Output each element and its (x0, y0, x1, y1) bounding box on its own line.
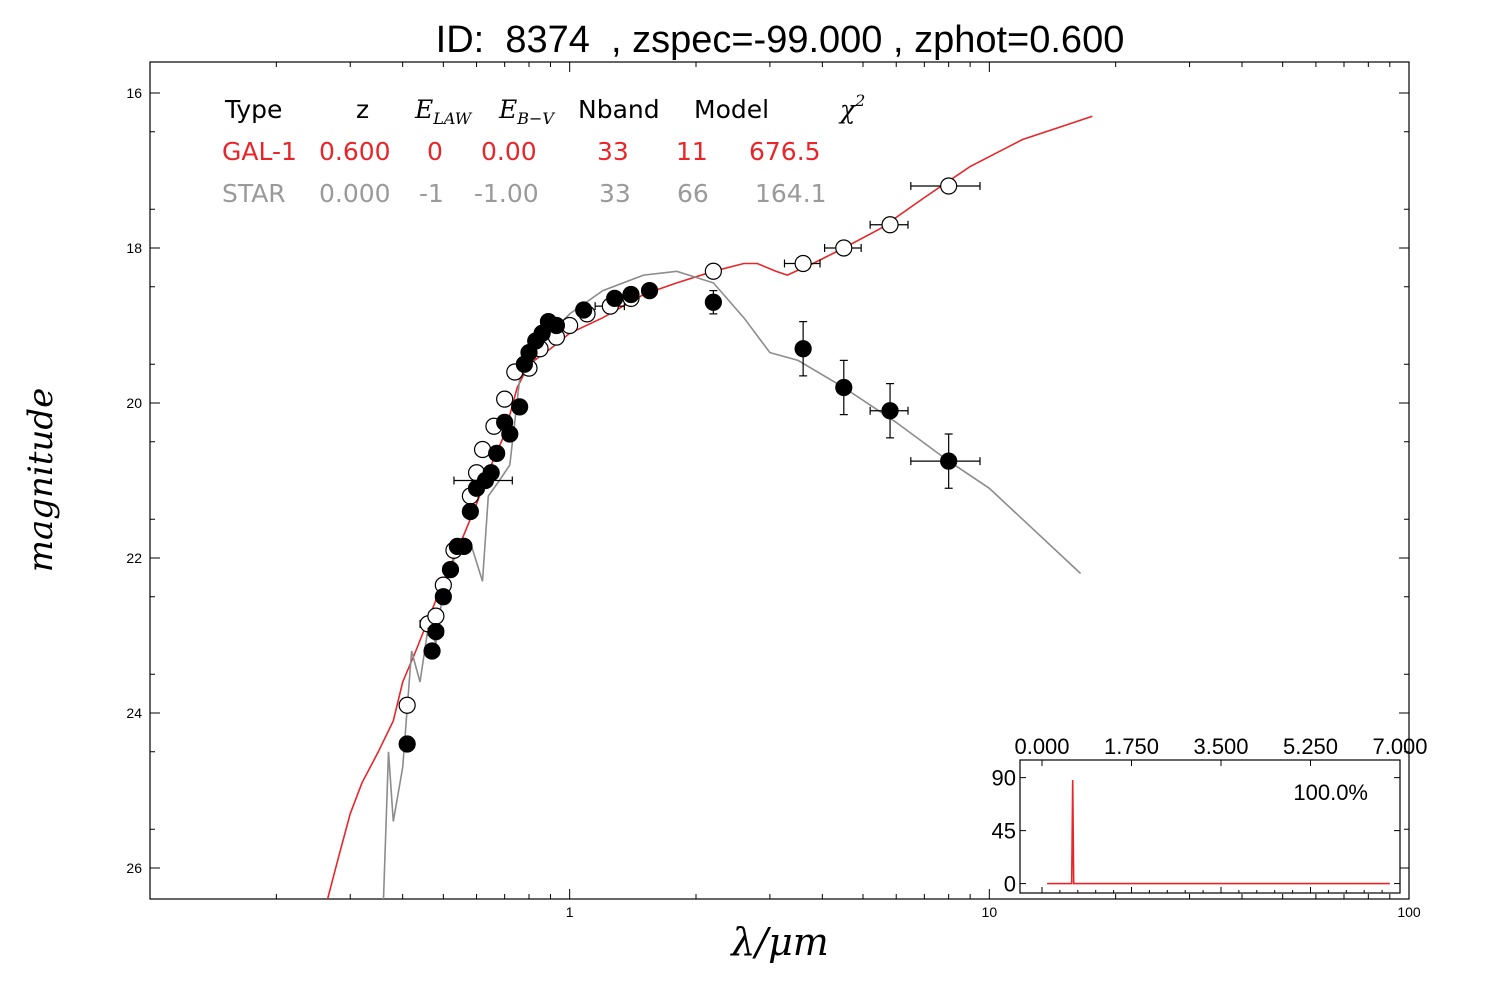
model-point (835, 239, 853, 257)
star-model: 66 (677, 179, 709, 208)
header-nband: Nband (578, 95, 660, 124)
model-curve-star (382, 270, 1082, 900)
y-tick-label: 22 (126, 550, 142, 566)
star-chi2: 164.1 (755, 179, 827, 208)
header-chi2-sup: 2 (854, 91, 865, 110)
plot-frame (149, 61, 1410, 900)
inset-x-tick-label: 1.750 (1104, 734, 1159, 759)
inset-ticks: 0.000 1.750 3.500 5.250 7.000 0 45 90 (992, 734, 1428, 897)
gal-model: 11 (676, 137, 708, 166)
header-elaw-sub: LAW (432, 109, 473, 128)
y-tick-label: 26 (126, 860, 142, 876)
y-tick-label: 20 (126, 395, 142, 411)
header-elaw: ELAW (414, 95, 473, 128)
star-elaw: -1 (419, 179, 444, 208)
header-z: z (356, 95, 369, 124)
model-point (427, 607, 445, 625)
header-ebv-sub: B−V (516, 109, 555, 128)
observed-point (881, 402, 899, 420)
header-model: Model (694, 95, 769, 124)
observed-point (441, 561, 460, 579)
model-point (398, 696, 416, 714)
gal-z: 0.600 (319, 137, 391, 166)
observed-point (455, 537, 473, 555)
y-tick-label: 16 (126, 85, 142, 101)
x-tick-label: 10 (982, 904, 998, 920)
legend-row-star: STAR 0.000 -1 -1.00 33 66 164.1 (222, 179, 827, 208)
model-point (473, 440, 492, 459)
x-tick-label: 1 (566, 904, 574, 920)
inset-frame (1019, 759, 1401, 894)
header-ebv-base: E (498, 95, 517, 124)
legend-table: Type z ELAW EB−V Nband Model χ2 GAL-1 0.… (222, 91, 865, 208)
observed-point (398, 735, 416, 753)
inset-pdz-curve (1047, 779, 1390, 885)
observed-point (704, 293, 722, 311)
inset-x-tick-label: 3.500 (1193, 734, 1248, 759)
gal-chi2: 676.5 (749, 137, 821, 166)
header-type: Type (224, 95, 282, 124)
observed-point (640, 282, 659, 300)
model-curves (326, 115, 1093, 900)
inset-y-tick-label: 90 (992, 766, 1016, 791)
gal-elaw: 0 (427, 137, 443, 166)
inset-y-tick-label: 45 (992, 819, 1016, 844)
observed-point (423, 642, 441, 660)
inset-y-tick-label: 0 (1004, 872, 1016, 897)
observed-point (794, 340, 812, 358)
observed-point (835, 378, 853, 397)
y-axis-label: magnitude (21, 388, 61, 573)
observed-point (488, 444, 506, 462)
model-point (704, 262, 722, 280)
observed-point (434, 588, 452, 606)
inset-x-tick-label: 7.000 (1372, 734, 1427, 759)
x-tick-label: 100 (1397, 904, 1421, 920)
y-tick-label: 18 (126, 240, 142, 256)
gal-ebv: 0.00 (481, 137, 537, 166)
star-nband: 33 (599, 179, 631, 208)
star-z: 0.000 (319, 179, 391, 208)
observed-point (427, 623, 445, 641)
observed-point (622, 285, 640, 304)
inset-curve (1047, 779, 1390, 885)
x-axis-label: λ/μm (729, 920, 829, 964)
gal-nband: 33 (597, 137, 629, 166)
star-ebv: -1.00 (474, 179, 539, 208)
y-tick-label: 24 (126, 705, 142, 721)
observed-point (606, 289, 624, 307)
model-curve-gal-1 (326, 115, 1093, 900)
header-elaw-base: E (414, 95, 433, 124)
x-ticks: 1 10 100 (149, 62, 1421, 920)
inset-x-tick-label: 0.000 (1014, 734, 1069, 759)
observed-point (482, 464, 500, 482)
header-ebv: EB−V (498, 95, 555, 128)
model-point (881, 216, 899, 234)
model-point (496, 390, 514, 408)
observed-point (511, 398, 529, 416)
observed-point (547, 316, 566, 335)
inset-annotation: 100.0% (1293, 780, 1368, 805)
header-chi2: χ2 (838, 91, 865, 124)
observed-point (461, 502, 479, 521)
inset-pdz: 0.000 1.750 3.500 5.250 7.000 0 45 90 100.0% (992, 734, 1428, 897)
star-type: STAR (222, 179, 286, 208)
model-point (794, 254, 812, 273)
inset-x-tick-label: 5.250 (1283, 734, 1338, 759)
observed-point (940, 452, 958, 470)
legend-row-gal: GAL-1 0.600 0 0.00 33 11 676.5 (222, 137, 821, 166)
gal-type: GAL-1 (222, 137, 297, 166)
observed-point (501, 425, 519, 443)
header-chi2-base: χ (838, 95, 857, 124)
model-point (940, 177, 958, 195)
observed-point (575, 301, 593, 319)
photometry-points (398, 177, 981, 753)
chart-title: ID: 8374 , zspec=-99.000 , zphot=0.600 (436, 19, 1125, 61)
